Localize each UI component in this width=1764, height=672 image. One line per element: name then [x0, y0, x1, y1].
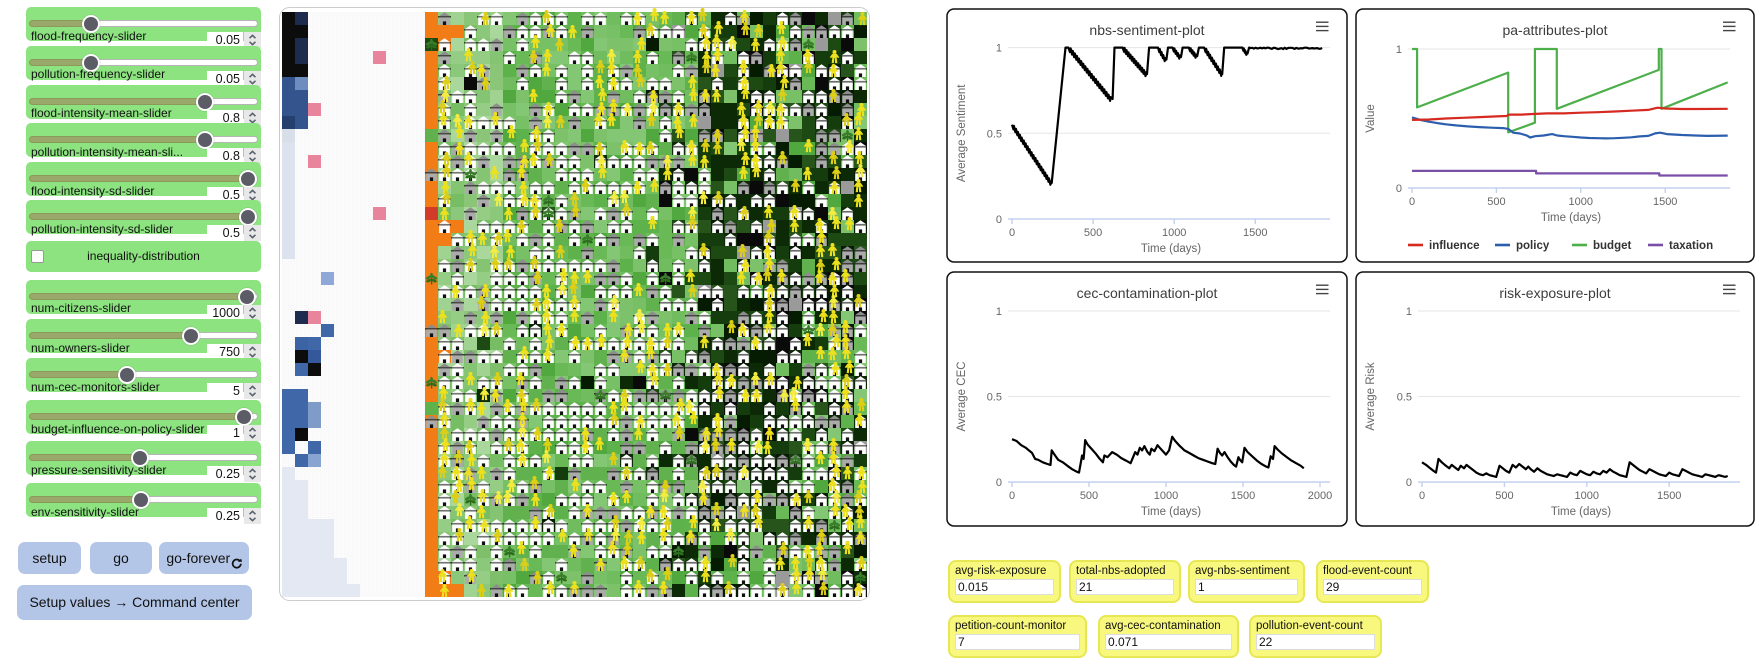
svg-text:0: 0: [1009, 227, 1015, 239]
svg-text:1000: 1000: [1575, 490, 1599, 502]
svg-text:0: 0: [1009, 490, 1015, 502]
svg-text:0.5: 0.5: [987, 128, 1002, 140]
svg-text:0: 0: [996, 477, 1002, 489]
svg-text:500: 500: [1080, 490, 1098, 502]
svg-text:pa-attributes-plot: pa-attributes-plot: [1502, 22, 1607, 38]
svg-text:Average CEC: Average CEC: [956, 361, 968, 431]
svg-text:policy: policy: [1516, 240, 1550, 252]
svg-text:500: 500: [1084, 227, 1102, 239]
svg-text:1000: 1000: [1569, 196, 1593, 208]
svg-text:2000: 2000: [1308, 490, 1332, 502]
svg-text:Time (days): Time (days): [1141, 243, 1201, 255]
svg-text:Average Sentiment: Average Sentiment: [956, 84, 968, 182]
svg-text:0: 0: [1409, 196, 1415, 208]
svg-text:1: 1: [996, 306, 1002, 318]
svg-text:Time (days): Time (days): [1541, 212, 1601, 224]
svg-text:taxation: taxation: [1669, 240, 1713, 252]
svg-text:1: 1: [1406, 306, 1412, 318]
svg-text:influence: influence: [1429, 240, 1479, 252]
svg-text:0: 0: [996, 214, 1002, 226]
svg-text:1500: 1500: [1231, 490, 1255, 502]
svg-text:500: 500: [1487, 196, 1505, 208]
svg-text:1: 1: [1396, 44, 1402, 56]
svg-text:budget: budget: [1593, 240, 1631, 252]
svg-text:1500: 1500: [1657, 490, 1681, 502]
svg-text:1000: 1000: [1154, 490, 1178, 502]
svg-text:Time (days): Time (days): [1141, 506, 1201, 518]
svg-text:risk-exposure-plot: risk-exposure-plot: [1499, 285, 1610, 301]
svg-text:1000: 1000: [1162, 227, 1186, 239]
svg-text:Value: Value: [1365, 104, 1377, 133]
svg-text:500: 500: [1495, 490, 1513, 502]
svg-text:cec-contamination-plot: cec-contamination-plot: [1077, 285, 1218, 301]
svg-text:1: 1: [996, 43, 1002, 55]
svg-text:0.5: 0.5: [987, 392, 1002, 404]
svg-text:0: 0: [1406, 477, 1412, 489]
svg-text:1500: 1500: [1243, 227, 1267, 239]
svg-text:0: 0: [1419, 490, 1425, 502]
svg-text:Average Risk: Average Risk: [1365, 362, 1377, 430]
svg-text:nbs-sentiment-plot: nbs-sentiment-plot: [1089, 22, 1204, 38]
svg-text:Time (days): Time (days): [1551, 506, 1611, 518]
svg-text:0.5: 0.5: [1397, 392, 1412, 404]
svg-text:0: 0: [1396, 183, 1402, 195]
svg-text:1500: 1500: [1653, 196, 1677, 208]
